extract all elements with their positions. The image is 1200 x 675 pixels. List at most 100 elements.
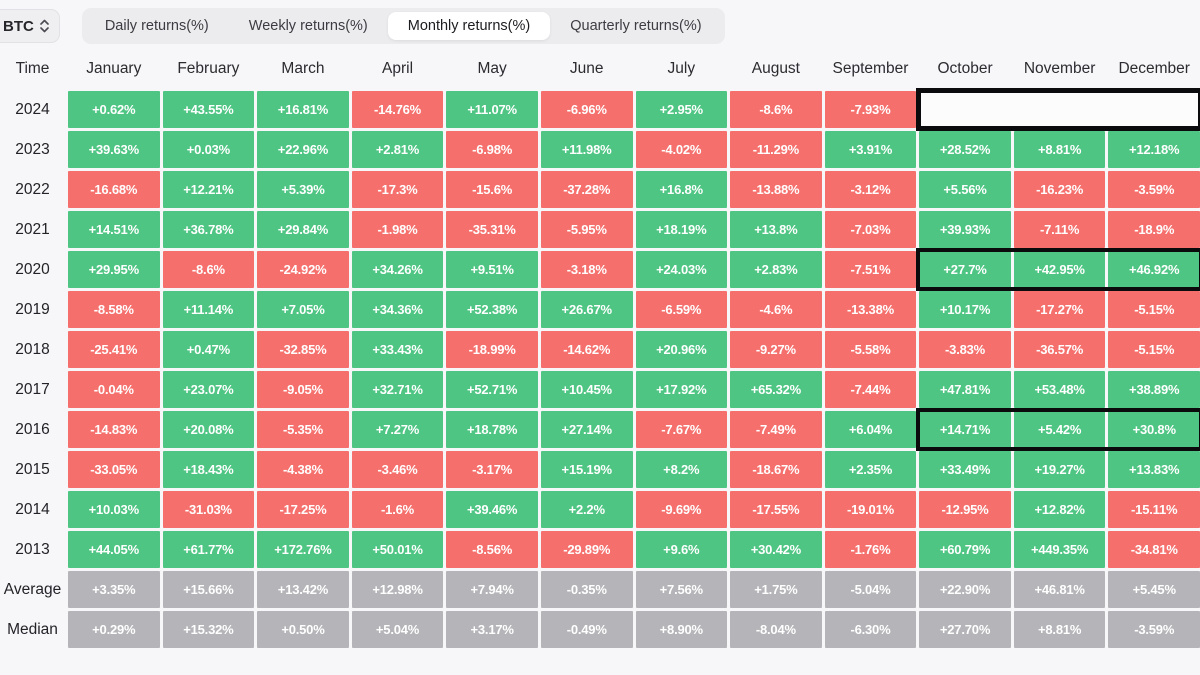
return-cell: [1108, 91, 1200, 128]
row-label: Median: [7, 620, 58, 638]
coin-selector[interactable]: BTC: [0, 9, 60, 43]
return-cell: +27.14%: [540, 411, 633, 448]
return-cell: +2.2%: [540, 491, 633, 528]
return-cell: -3.12%: [824, 171, 917, 208]
return-cell: -7.11%: [1013, 211, 1106, 248]
return-cell: +23.07%: [162, 371, 255, 408]
row-label: 2024: [15, 100, 50, 118]
return-cell: -18.67%: [730, 451, 822, 488]
return-cell: +50.01%: [351, 531, 444, 568]
return-cell: +2.83%: [730, 251, 822, 288]
return-cell: +17.92%: [635, 371, 728, 408]
tab-monthly-returns[interactable]: Monthly returns(%): [387, 12, 551, 40]
return-cell: +28.52%: [919, 131, 1011, 168]
month-column-header: October: [937, 60, 993, 77]
return-cell: +2.95%: [635, 91, 728, 128]
return-cell: +8.90%: [635, 611, 728, 648]
return-cell: +32.71%: [351, 371, 444, 408]
return-cell: +3.35%: [68, 571, 160, 608]
return-cell: [1014, 91, 1106, 128]
return-cell: +44.05%: [68, 531, 160, 568]
return-cell: -8.58%: [68, 291, 160, 328]
month-column-header: September: [832, 60, 909, 77]
return-cell: +8.81%: [1013, 131, 1106, 168]
month-column-header: February: [177, 60, 240, 77]
tab-daily-returns[interactable]: Daily returns(%): [104, 18, 209, 34]
table-row: 2022 -16.68% +12.21% +5.39% -17.3% -15.6% -37.…: [0, 171, 1200, 208]
return-cell: +7.56%: [635, 571, 728, 608]
monthly-returns-table: Time January February March April May June July…: [0, 50, 1200, 648]
return-cell: -3.18%: [540, 251, 633, 288]
return-cell: +33.43%: [351, 331, 444, 368]
return-cell: +0.29%: [68, 611, 160, 648]
return-cell: -3.83%: [919, 331, 1011, 368]
return-cell: -17.55%: [730, 491, 822, 528]
table-row: 2017 -0.04% +23.07% -9.05% +32.71% +52.71% +10…: [0, 371, 1200, 408]
table-row: 2021 +14.51% +36.78% +29.84% -1.98% -35.31% -5…: [0, 211, 1200, 248]
return-cell: -7.67%: [635, 411, 728, 448]
return-cell: -31.03%: [162, 491, 255, 528]
return-cell: -5.15%: [1108, 291, 1200, 328]
return-cell: +29.95%: [68, 251, 160, 288]
time-column-header: Time: [15, 60, 50, 77]
table-row: 2024 +0.62% +43.55% +16.81% -14.76% +11.07% -6…: [0, 88, 1200, 131]
return-cell: -19.01%: [824, 491, 917, 528]
period-tabs: Daily returns(%) Weekly returns(%) Month…: [81, 8, 725, 44]
row-label: 2015: [15, 460, 50, 478]
return-cell: -18.9%: [1108, 211, 1200, 248]
return-cell: -14.83%: [68, 411, 160, 448]
table-row: 2020 +29.95% -8.6% -24.92% +34.26% +9.51% -3.1…: [0, 248, 1200, 291]
return-cell: +33.49%: [919, 451, 1011, 488]
month-column-header: November: [1023, 60, 1096, 77]
return-cell: +27.7%: [919, 251, 1011, 288]
return-cell: +0.03%: [162, 131, 255, 168]
return-cell: -12.95%: [919, 491, 1011, 528]
return-cell: -8.6%: [162, 251, 255, 288]
return-cell: -6.98%: [446, 131, 538, 168]
return-cell: +19.27%: [1013, 451, 1106, 488]
month-column-header: August: [751, 60, 800, 77]
return-cell: +42.95%: [1013, 251, 1106, 288]
return-cell: -13.88%: [730, 171, 822, 208]
return-cell: -5.15%: [1108, 331, 1200, 368]
return-cell: +11.14%: [162, 291, 255, 328]
table-header-row: Time January February March April May June July…: [0, 50, 1200, 88]
row-label: 2021: [15, 220, 50, 238]
return-cell: -6.96%: [540, 91, 633, 128]
return-cell: +39.63%: [68, 131, 160, 168]
return-cell: +65.32%: [730, 371, 822, 408]
month-column-header: May: [477, 60, 507, 77]
return-cell: -34.81%: [1108, 531, 1200, 568]
return-cell: -11.29%: [730, 131, 822, 168]
return-cell: -16.23%: [1013, 171, 1106, 208]
return-cell: +30.42%: [730, 531, 822, 568]
return-cell: -6.30%: [824, 611, 917, 648]
return-cell: +39.46%: [446, 491, 538, 528]
return-cell: -13.38%: [824, 291, 917, 328]
return-cell: +3.17%: [446, 611, 538, 648]
return-cell: +7.27%: [351, 411, 444, 448]
return-cell: -5.04%: [824, 571, 917, 608]
return-cell: +46.81%: [1013, 571, 1106, 608]
tab-quarterly-returns[interactable]: Quarterly returns(%): [570, 18, 702, 34]
return-cell: +172.76%: [257, 531, 349, 568]
return-cell: +3.91%: [824, 131, 917, 168]
return-cell: -8.04%: [730, 611, 822, 648]
return-cell: +9.51%: [446, 251, 538, 288]
return-cell: +5.39%: [257, 171, 349, 208]
tab-weekly-returns[interactable]: Weekly returns(%): [248, 18, 368, 34]
table-row: 2023 +39.63% +0.03% +22.96% +2.81% -6.98% +11.…: [0, 131, 1200, 168]
row-label: 2020: [15, 260, 50, 278]
row-label: Average: [3, 580, 62, 598]
return-cell: +2.81%: [351, 131, 444, 168]
month-column-header: January: [86, 60, 142, 77]
return-cell: -29.89%: [540, 531, 633, 568]
return-cell: -3.59%: [1108, 611, 1200, 648]
table-row: 2013 +44.05% +61.77% +172.76% +50.01% -8.56% -…: [0, 531, 1200, 568]
return-cell: +11.98%: [540, 131, 633, 168]
return-cell: -33.05%: [68, 451, 160, 488]
month-column-header: June: [569, 60, 604, 77]
month-column-header: March: [281, 60, 325, 77]
return-cell: -7.44%: [824, 371, 917, 408]
return-cell: +26.67%: [540, 291, 633, 328]
